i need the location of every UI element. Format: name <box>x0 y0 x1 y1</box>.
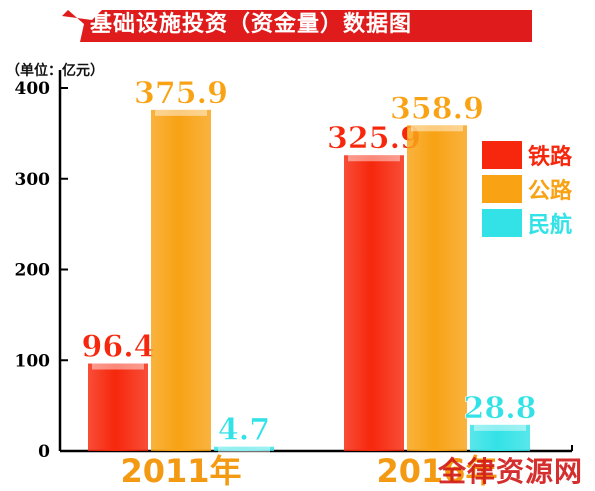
bar-aviation <box>214 446 274 451</box>
x-category-label: 2016年 <box>376 452 497 490</box>
bar-value-label: 4.7 <box>218 413 270 448</box>
legend-label-road: 公路 <box>528 179 573 204</box>
bar-highlight <box>411 125 463 132</box>
bar-highlight <box>218 446 270 453</box>
legend-item-rail: 铁路 <box>482 138 572 172</box>
title-banner <box>62 10 532 42</box>
y-tick-label: 100 <box>15 351 51 371</box>
chart-title: 基础设施投资（资金量）数据图 <box>90 12 413 37</box>
bar-aviation <box>470 424 530 451</box>
bar-road <box>407 125 467 451</box>
legend-label-rail: 铁路 <box>528 145 573 170</box>
bar-highlight <box>474 424 526 431</box>
legend-swatch-aviation <box>482 209 522 237</box>
y-tick-label: 400 <box>15 79 51 99</box>
legend-label-aviation: 民航 <box>528 213 573 238</box>
legend-item-aviation: 民航 <box>482 206 572 240</box>
bar-rail <box>344 155 404 452</box>
bar-road <box>151 109 211 451</box>
legend-swatch-rail <box>482 141 522 169</box>
y-tick-label: 300 <box>15 170 51 190</box>
bar-value-label: 375.9 <box>134 76 228 111</box>
unit-label: （单位：亿元） <box>6 63 104 79</box>
bar-highlight <box>92 363 144 370</box>
legend-swatch-road <box>482 175 522 203</box>
bar-highlight <box>155 109 207 116</box>
legend: 铁路 公路 民航 <box>482 138 572 240</box>
bar-value-label: 28.8 <box>463 391 536 426</box>
x-category-label: 2011年 <box>120 452 241 490</box>
bar-value-label: 325.9 <box>327 121 421 156</box>
legend-item-road: 公路 <box>482 172 572 206</box>
watermark: 全律资源网 <box>438 455 584 488</box>
bar-highlight <box>348 155 400 162</box>
title-banner-shape <box>62 10 532 42</box>
bar-value-label: 358.9 <box>390 91 484 126</box>
y-tick-label: 0 <box>38 442 50 462</box>
bar-rail <box>88 363 148 451</box>
bar-value-label: 96.4 <box>81 330 154 365</box>
y-tick-label: 200 <box>15 261 51 281</box>
